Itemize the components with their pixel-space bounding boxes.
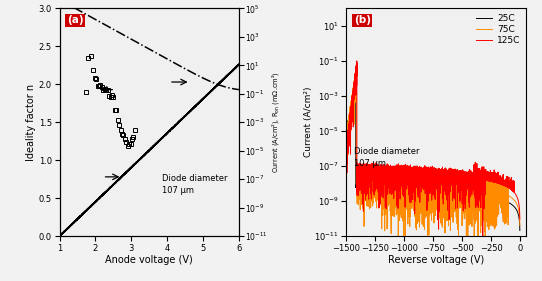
75C [377, 177, 384, 180]
75C [428, 189, 435, 192]
Text: (b): (b) [353, 15, 371, 25]
125C [353, 59, 360, 63]
Line: 25C: 25C [346, 81, 520, 230]
Text: (a): (a) [67, 15, 83, 25]
125C [507, 187, 514, 191]
125C [428, 179, 435, 183]
125C [344, 146, 351, 150]
Line: 75C: 75C [346, 69, 520, 253]
25C [353, 185, 360, 188]
75C [353, 67, 359, 70]
125C [353, 59, 360, 63]
25C [428, 188, 435, 191]
Text: Diode diameter
107 μm: Diode diameter 107 μm [162, 174, 227, 195]
X-axis label: Anode voltage (V): Anode voltage (V) [105, 255, 193, 266]
25C [507, 202, 514, 205]
Y-axis label: Ideality factor n: Ideality factor n [26, 84, 36, 161]
125C [517, 217, 523, 221]
125C [350, 90, 357, 94]
Line: 125C: 125C [346, 61, 520, 251]
125C [480, 249, 486, 253]
25C [343, 129, 350, 132]
75C [507, 195, 514, 199]
Text: Diode diameter
107 μm: Diode diameter 107 μm [353, 147, 419, 168]
25C [517, 229, 523, 232]
25C [352, 80, 359, 83]
75C [350, 96, 357, 100]
25C [344, 127, 351, 130]
Legend: 25C, 75C, 125C: 25C, 75C, 125C [473, 10, 524, 49]
75C [455, 251, 462, 254]
Y-axis label: Current (A/cm²): Current (A/cm²) [304, 87, 313, 157]
75C [517, 224, 523, 227]
75C [353, 176, 360, 179]
X-axis label: Reverse voltage (V): Reverse voltage (V) [388, 255, 484, 266]
125C [377, 168, 384, 171]
125C [343, 158, 350, 161]
75C [343, 135, 350, 138]
Y-axis label: Current (A/cm²), R$_{\mathrm{on}}$ (mΩ.cm²): Current (A/cm²), R$_{\mathrm{on}}$ (mΩ.c… [270, 71, 281, 173]
25C [350, 91, 357, 94]
25C [377, 185, 384, 189]
75C [344, 125, 351, 129]
